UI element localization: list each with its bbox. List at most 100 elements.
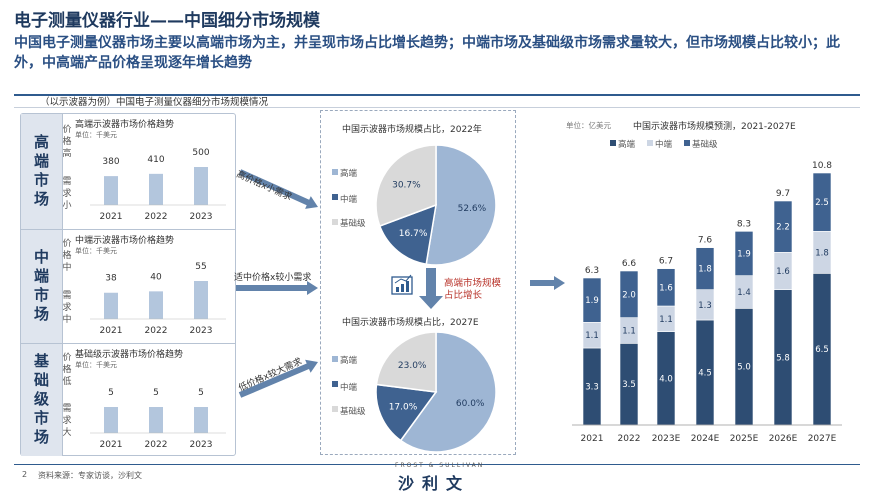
stacked-bar-category: 2021 — [581, 434, 604, 444]
source-note: 资料来源：专家访谈，沙利文 — [38, 471, 142, 480]
pie-slice-label: 60.0% — [456, 399, 485, 409]
mini-bar-year: 2021 — [100, 326, 123, 336]
stacked-bar-segment — [812, 172, 832, 232]
page-title: 电子测量仪器行业——中国细分市场规模 — [14, 11, 320, 31]
stacked-bar-label: 1.1 — [585, 331, 599, 341]
mini-chart-title-base: 基础级示波器市场价格趋势 — [75, 350, 184, 360]
stacked-bar-label: 4.0 — [659, 374, 673, 384]
stacked-bar-segment — [656, 268, 676, 307]
mini-bar-value: 55 — [195, 262, 206, 272]
demand-mid-label: 需求中 — [62, 291, 72, 325]
brand-subtitle: FROST & SULLIVAN — [395, 462, 485, 469]
stacked-bar-label: 1.6 — [659, 283, 673, 293]
stacked-bar-label: 1.9 — [585, 296, 599, 306]
stacked-bar-label: 3.3 — [585, 383, 599, 393]
pie-slice — [375, 383, 438, 442]
pie-slice-label: 30.7% — [392, 181, 421, 191]
down-arrow-icon — [419, 268, 443, 309]
pie-legend-swatch — [332, 406, 338, 412]
stacked-bar-label: 2.2 — [776, 223, 790, 233]
stacked-bar-label: 1.1 — [659, 315, 673, 325]
brand-logo: 沙利文 — [398, 474, 471, 493]
mini-bar-year: 2023 — [190, 326, 213, 336]
pie1-legend-base: 基础级 — [340, 219, 366, 229]
stacked-bar-total: 10.8 — [812, 161, 832, 171]
stacked-bar-label: 1.6 — [776, 267, 790, 277]
mini-bar — [194, 281, 208, 319]
mini-chart-title-mid: 中端示波器市场价格趋势 — [75, 236, 175, 246]
stacked-bar-label: 2.5 — [815, 198, 829, 208]
right-chart-unit: 单位：亿美元 — [566, 121, 611, 130]
stacked-bar-label: 5.8 — [776, 353, 790, 363]
mini-bar — [194, 407, 208, 433]
mini-bar-value: 410 — [147, 155, 164, 165]
mini-charts: 3802021410202250020233820214020225520235… — [90, 148, 226, 450]
flow-arrow — [236, 281, 318, 295]
growth-note: 高端市场规模占比增长 — [444, 278, 502, 301]
stacked-bar-segment — [582, 277, 602, 323]
stacked-bar-label: 1.8 — [815, 248, 829, 258]
pie-legend-swatch — [332, 169, 338, 175]
mini-bar-value: 500 — [192, 148, 209, 158]
mini-bar — [104, 407, 118, 433]
price-low-label: 价格低 — [62, 353, 72, 387]
legend-swatch — [684, 140, 690, 146]
stacked-bar-category: 2024E — [691, 434, 720, 444]
stacked-bar-total: 9.7 — [776, 189, 790, 199]
stacked-bar-category: 2026E — [769, 434, 798, 444]
row-separator — [21, 343, 235, 344]
mini-bar-value: 40 — [150, 272, 162, 282]
price-mid-label: 价格中 — [62, 239, 72, 273]
legend-swatch — [647, 140, 653, 146]
left-arrows — [236, 169, 565, 398]
pie1-legend-high: 高端 — [340, 169, 358, 179]
stacked-bar-label: 6.5 — [815, 345, 829, 355]
pie-slice — [375, 144, 437, 227]
flow-arrow — [238, 169, 318, 209]
stacked-bar-category: 2023E — [652, 434, 681, 444]
mini-bar — [149, 173, 163, 205]
stacked-bar-segment — [773, 200, 793, 253]
page-number: 2 — [22, 470, 28, 479]
mini-bar — [194, 167, 208, 205]
demand-large-label: 需求大 — [62, 404, 72, 438]
right-legend-base: 基础级 — [692, 140, 718, 150]
mini-bar-value: 5 — [198, 388, 204, 398]
pie-slice — [375, 331, 437, 393]
mini-bar-year: 2021 — [100, 440, 123, 450]
stacked-bar-total: 8.3 — [737, 219, 751, 229]
row-label-base: 基础级市场 — [21, 344, 63, 456]
stacked-bar-label: 4.5 — [698, 369, 712, 379]
section-label: （以示波器为例）中国电子测量仪器细分市场规模情况 — [40, 97, 269, 108]
mini-bar-year: 2023 — [190, 212, 213, 222]
price-high-label: 价格高 — [62, 125, 72, 159]
pie-slice-label: 52.6% — [458, 204, 487, 214]
row-separator — [21, 229, 235, 230]
mini-chart-title-high: 高端示波器市场价格趋势 — [75, 120, 175, 130]
stacked-bar-chart: 3.3 1.1 1.9 6.3 2021 3.5 1.1 2.0 6.6 2022 4.0 1.1 1.… — [572, 140, 842, 444]
row-label-mid: 中端市场 — [21, 230, 63, 343]
stacked-bar-total: 6.7 — [659, 257, 673, 267]
pie-legend-swatch — [332, 219, 338, 225]
stacked-bar-label: 2.0 — [622, 290, 636, 300]
stacked-bar-label: 1.3 — [698, 301, 712, 311]
stacked-bar-segment — [734, 231, 754, 276]
right-legend-mid: 中端 — [655, 140, 673, 150]
pie-slice — [378, 203, 437, 266]
footer-divider — [14, 464, 860, 465]
mini-bar — [104, 292, 118, 319]
mini-bar-year: 2022 — [145, 440, 168, 450]
mini-bar-value: 5 — [108, 388, 114, 398]
mini-bar-value: 38 — [105, 274, 117, 284]
pie1-legend-mid: 中端 — [340, 195, 358, 205]
mini-bar-value: 380 — [102, 157, 119, 167]
stacked-bar-label: 1.8 — [698, 265, 712, 275]
pie-legend-swatch — [332, 356, 338, 362]
demand-small-label: 需求小 — [62, 177, 72, 211]
stacked-bar-label: 3.5 — [622, 380, 636, 390]
pie-panel — [320, 110, 516, 455]
page-subtitle: 中国电子测量仪器市场主要以高端市场为主，并呈现市场占比增长趋势；中端市场及基础级… — [14, 35, 840, 71]
stacked-bar-category: 2027E — [808, 434, 837, 444]
mini-chart-unit-base: 单位：千美元 — [75, 361, 117, 369]
